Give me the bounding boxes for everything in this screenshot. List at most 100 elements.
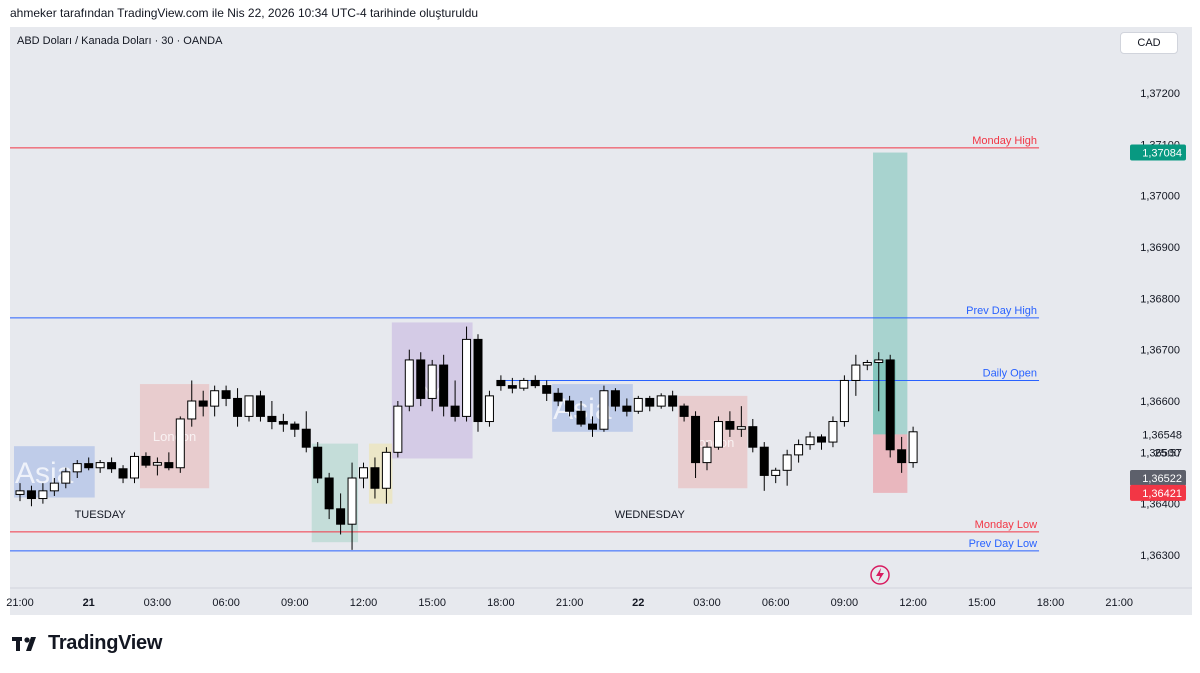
candle-body [828,421,838,443]
time-tick-label: 18:00 [487,597,515,609]
candle-body [381,451,391,489]
price-tick-label: 1,36300 [1140,550,1180,562]
price-tick-label: 1,36900 [1140,242,1180,254]
candle-body [450,405,460,417]
session-box [678,395,748,489]
candle-body [72,463,82,473]
candle-body [817,436,826,443]
candle-body [588,423,597,430]
candle-body [794,444,804,456]
candle-body [759,446,769,476]
candle-body [736,426,746,430]
candle-body [164,462,174,469]
candle-body [530,379,540,387]
candle-body [610,390,620,407]
brand-name: TradingView [48,632,163,654]
candle-body [565,400,575,412]
candle-body [107,462,117,470]
candle-body [267,415,277,423]
candle-body [748,426,758,448]
price-tag-bg [1130,484,1186,501]
time-tick-label: 09:00 [281,597,309,609]
candle-body [233,397,243,417]
time-tick-label: 21:00 [1105,597,1133,609]
time-tick-label: 21 [83,597,95,609]
time-tick-label: 22 [632,597,644,609]
price-tick-label: 1,36700 [1140,345,1180,357]
price-tick-label: 1,37000 [1140,191,1180,203]
candle-body [152,462,162,466]
level-label: Prev Day Low [969,538,1038,550]
candle-body [290,423,300,430]
candle-body [393,405,403,453]
candle-body [771,469,781,476]
price-tag-label: 1,37084 [1142,148,1182,160]
candle-body [656,395,666,407]
candle-body [359,467,368,479]
flash-icon-bolt [876,568,884,582]
currency-button[interactable]: CAD [1120,32,1178,54]
candle-body [908,431,918,464]
symbol-title: ABD Doları / Kanada Doları · 30 · OANDA [17,35,223,47]
candle-body [496,379,506,387]
time-tick-label: 06:00 [762,597,790,609]
time-tick-label: 21:00 [6,597,34,609]
price-tag-bg [1130,144,1186,161]
candle-body [49,482,59,492]
candle-body [15,490,25,495]
chart-pane[interactable] [10,27,1192,615]
time-tick-label: 09:00 [831,597,859,609]
candle-body [61,471,71,484]
candle-body [404,359,414,407]
time-tick-label: 21:00 [556,597,584,609]
candle-body [347,477,357,525]
candle-body [473,338,483,423]
candle-body [187,400,197,420]
time-tick-label: 03:00 [693,597,721,609]
time-tick-label: 15:00 [968,597,996,609]
price-tag-label: 25:57 [1154,447,1182,459]
candle-body [324,477,334,510]
candle-body [301,428,311,448]
candle-body [26,490,36,500]
flash-icon [870,565,890,585]
candle-body [839,379,849,423]
candle-body [553,392,563,402]
session-label: London [153,429,196,444]
candle-body [645,397,655,407]
candle-body [462,338,472,417]
candle-body [885,359,895,451]
session-label: London [691,435,734,450]
price-tick-label: 1,36800 [1140,293,1180,305]
session-box [139,384,210,489]
level-label: Monday High [972,135,1037,147]
time-tick-label: 15:00 [418,597,446,609]
candle-body [713,421,723,448]
chart-caption: ahmeker tarafından TradingView.com ile N… [10,6,479,20]
candle-body [336,508,346,525]
candle-body [851,364,861,381]
time-tick-label: 06:00 [212,597,240,609]
level-label: Prev Day High [966,305,1037,317]
tradingview-brand[interactable]: TradingView [12,632,162,655]
flash-icon-ring [870,565,890,585]
price-tag-bg [1130,470,1186,486]
time-tick-label: 03:00 [144,597,172,609]
candle-body [576,410,586,425]
candle-body [370,467,380,489]
level-label: Monday Low [975,519,1037,531]
candle-body [507,385,517,389]
candle-body [805,436,815,446]
price-tick-label: 1,36600 [1140,396,1180,408]
candle-body [427,364,437,399]
candle-body [141,455,151,466]
candle-body [84,463,94,469]
candle-body [255,395,265,417]
price-tick-label: 1,37200 [1140,88,1180,100]
candle-body [439,364,449,407]
candle-body [484,395,494,423]
candle-body [38,490,48,500]
day-label: WEDNESDAY [615,509,686,521]
